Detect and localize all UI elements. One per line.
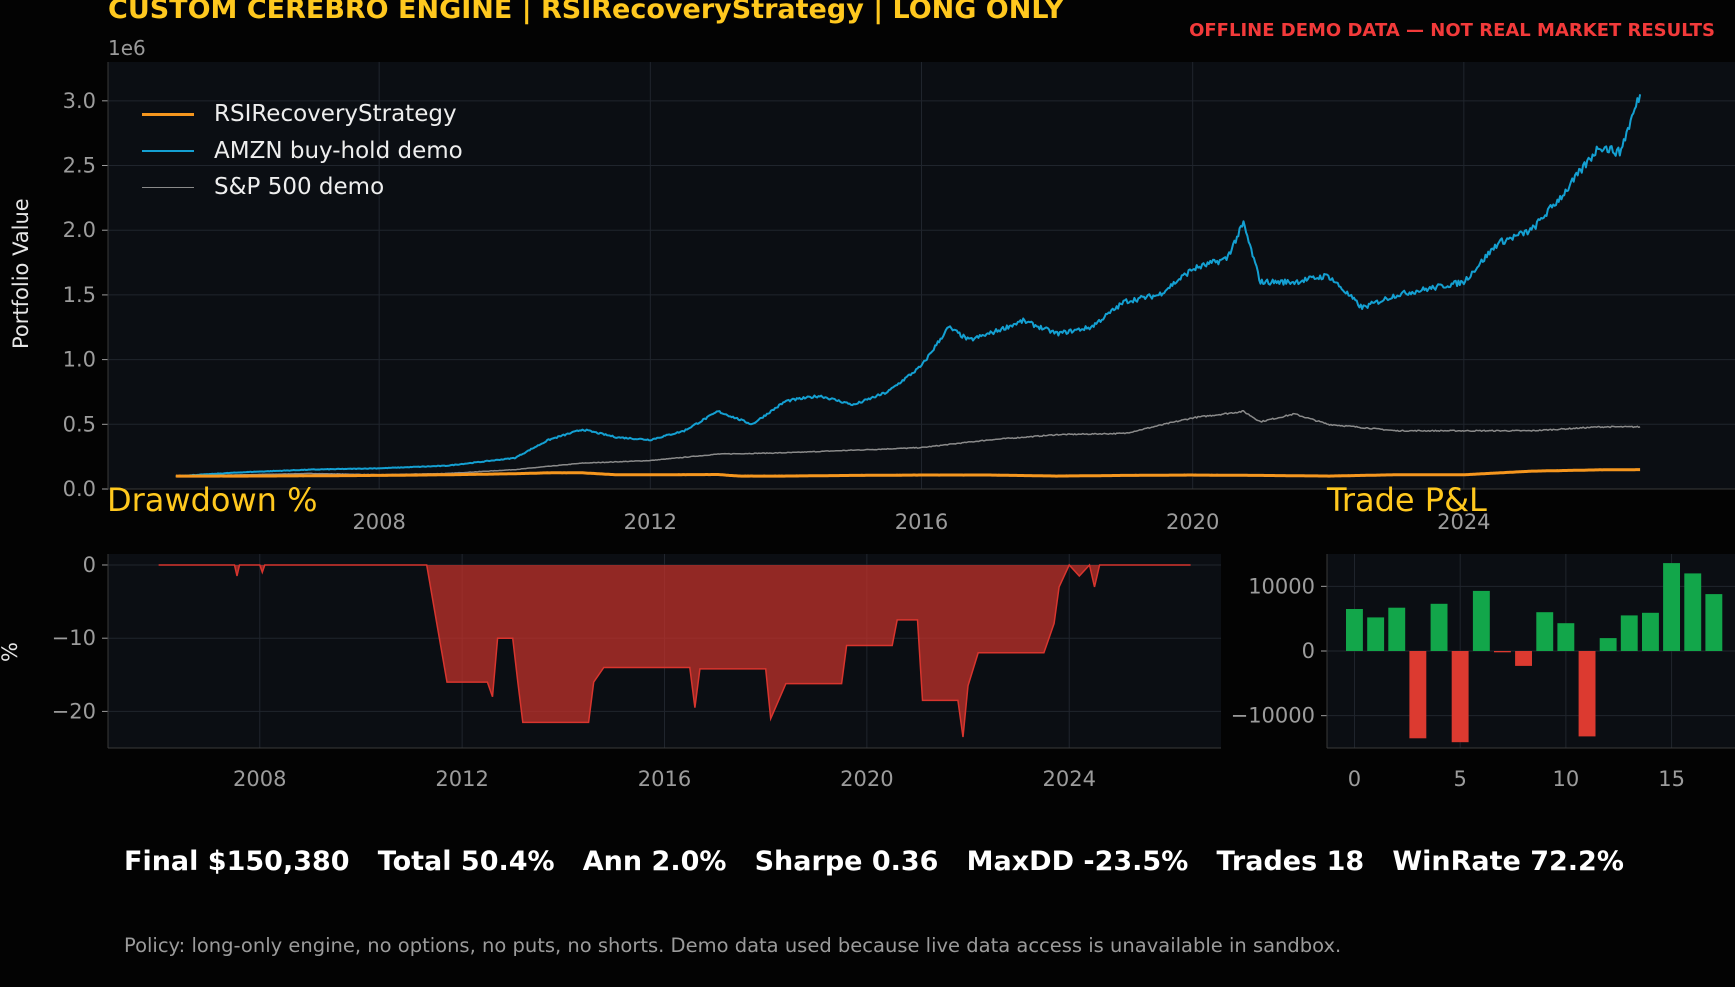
main-y-tick-label: 2.0 <box>63 218 96 242</box>
legend-item-sp500: S&P 500 demo <box>142 169 463 206</box>
legend-swatch-strategy <box>142 112 194 116</box>
strategy-equity-line <box>175 468 1641 478</box>
trade-pnl-bar <box>1557 623 1575 651</box>
trade-pnl-bar <box>1346 609 1363 651</box>
trade-pnl-bar <box>1620 615 1638 651</box>
drawdown-x-tick-label: 2024 <box>1043 767 1096 791</box>
trade-pnl-y-tick-label: 10000 <box>1248 574 1315 598</box>
drawdown-chart: 2008 2012 2016 2020 2024 0 −10 −20 <box>52 553 1221 791</box>
drawdown-x-tick-label: 2016 <box>638 767 691 791</box>
policy-note: Policy: long-only engine, no options, no… <box>124 934 1342 957</box>
legend-item-strategy: RSIRecoveryStrategy <box>142 96 463 133</box>
legend-label-amzn: AMZN buy-hold demo <box>214 137 463 164</box>
trade-pnl-bar <box>1642 612 1659 651</box>
drawdown-x-tick-label: 2008 <box>233 767 286 791</box>
y-axis-scale-label: 1e6 <box>108 36 146 60</box>
main-x-tick-label: 2024 <box>1437 510 1490 534</box>
trade-pnl-panel-title: Trade P&L <box>1327 481 1487 519</box>
trade-pnl-bar <box>1705 594 1723 651</box>
main-y-tick-label: 1.5 <box>63 283 96 307</box>
trade-pnl-bar <box>1409 651 1427 739</box>
main-y-tick-label: 2.5 <box>63 154 96 178</box>
demo-warning-label: OFFLINE DEMO DATA — NOT REAL MARKET RESU… <box>1189 20 1715 41</box>
legend-label-sp500: S&P 500 demo <box>214 174 385 201</box>
trade-pnl-bar <box>1684 573 1702 651</box>
trade-pnl-x-tick-label: 0 <box>1348 767 1361 791</box>
main-y-tick-label: 3.0 <box>63 89 96 113</box>
legend-swatch-sp500 <box>142 186 194 188</box>
trade-pnl-bar <box>1388 607 1406 651</box>
trade-pnl-bar <box>1578 651 1596 737</box>
page-title: CUSTOM CEREBRO ENGINE | RSIRecoveryStrat… <box>108 0 1064 25</box>
drawdown-y-tick-label: −20 <box>52 699 96 723</box>
trade-pnl-x-tick-label: 15 <box>1658 767 1685 791</box>
drawdown-y-tick-label: 0 <box>83 553 96 577</box>
trade-pnl-bar <box>1536 612 1554 651</box>
drawdown-y-tick-label: −10 <box>52 626 96 650</box>
trade-pnl-bar <box>1494 651 1511 653</box>
main-x-tick-label: 2012 <box>624 510 677 534</box>
trade-pnl-bar <box>1430 603 1448 651</box>
summary-metrics: Final $150,380 Total 50.4% Ann 2.0% Shar… <box>124 846 1624 877</box>
main-y-tick-label: 0.5 <box>63 412 96 436</box>
drawdown-line <box>158 563 1191 738</box>
trade-pnl-bar <box>1515 651 1532 666</box>
legend-swatch-amzn <box>142 149 194 152</box>
amzn-buy-hold-line <box>175 94 1642 478</box>
trade-pnl-bar <box>1472 590 1490 651</box>
main-x-tick-label: 2008 <box>352 510 405 534</box>
main-equity-chart: 2008 2012 2016 2020 2024 0.0 0.5 1.0 1.5 2.0 2.5 3.… <box>63 62 1735 534</box>
trade-pnl-bar <box>1599 638 1617 651</box>
trade-pnl-chart: 0 5 10 15 10000 0 −10000 <box>1231 554 1735 791</box>
main-legend: RSIRecoveryStrategy AMZN buy-hold demo S… <box>142 96 463 206</box>
trade-pnl-y-tick-label: 0 <box>1302 639 1315 663</box>
drawdown-x-tick-label: 2012 <box>435 767 488 791</box>
main-x-tick-label: 2016 <box>895 510 948 534</box>
main-y-tick-label: 1.0 <box>63 348 96 372</box>
trade-pnl-y-tick-label: −10000 <box>1231 704 1315 728</box>
drawdown-x-tick-label: 2020 <box>840 767 893 791</box>
main-x-tick-label: 2020 <box>1166 510 1219 534</box>
legend-item-amzn: AMZN buy-hold demo <box>142 133 463 170</box>
main-y-axis-label: Portfolio Value <box>9 198 33 349</box>
trade-pnl-bar <box>1451 651 1469 743</box>
trade-pnl-bar <box>1663 563 1680 651</box>
drawdown-area <box>158 565 1191 737</box>
trade-pnl-x-tick-label: 10 <box>1553 767 1580 791</box>
main-y-tick-label: 0.0 <box>63 477 96 501</box>
trade-pnl-x-tick-label: 5 <box>1453 767 1466 791</box>
trade-pnl-bar <box>1367 617 1385 651</box>
legend-label-strategy: RSIRecoveryStrategy <box>214 101 457 128</box>
drawdown-y-axis-label: % <box>0 642 22 662</box>
drawdown-panel-title: Drawdown % <box>107 481 318 519</box>
